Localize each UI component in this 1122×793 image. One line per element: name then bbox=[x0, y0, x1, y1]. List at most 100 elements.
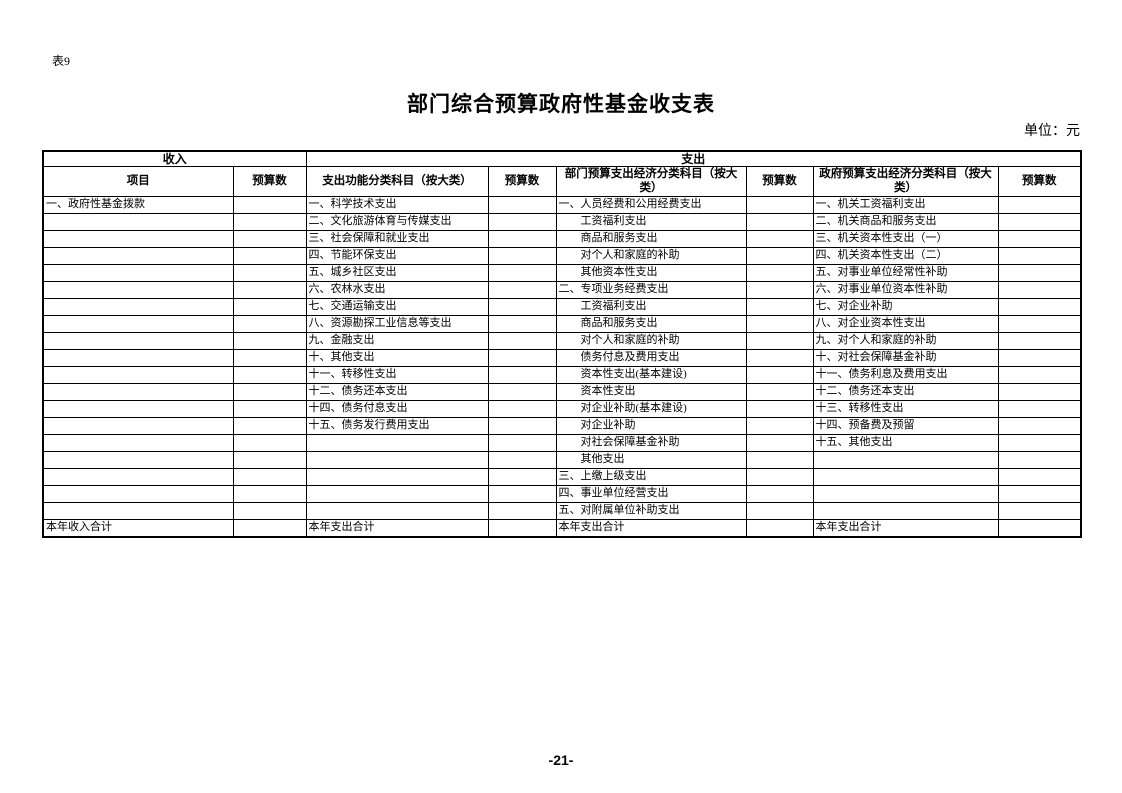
income-budget-cell bbox=[232, 229, 307, 248]
department-budget-cell bbox=[745, 433, 814, 452]
department-budget-cell bbox=[745, 399, 814, 418]
income-budget-cell bbox=[232, 331, 307, 350]
department-budget-cell bbox=[745, 331, 814, 350]
government-item-cell: 七、对企业补助 bbox=[812, 297, 999, 316]
government-budget-cell bbox=[997, 331, 1082, 350]
functional-item-cell bbox=[305, 450, 489, 469]
functional-budget-cell bbox=[487, 416, 557, 435]
department-budget-cell bbox=[745, 280, 814, 299]
department-budget-cell bbox=[745, 518, 814, 538]
department-item-cell: 工资福利支出 bbox=[555, 297, 747, 316]
income-item-cell bbox=[42, 433, 234, 452]
col-header-government-budget: 预算数 bbox=[997, 166, 1082, 197]
unit-label: 单位：元 bbox=[1024, 124, 1080, 139]
functional-item-cell: 二、文化旅游体育与传媒支出 bbox=[305, 212, 489, 231]
government-budget-cell bbox=[997, 484, 1082, 503]
functional-budget-cell bbox=[487, 348, 557, 367]
income-item-cell bbox=[42, 416, 234, 435]
functional-budget-cell bbox=[487, 314, 557, 333]
income-item-cell bbox=[42, 348, 234, 367]
functional-item-cell bbox=[305, 433, 489, 452]
income-budget-cell bbox=[232, 348, 307, 367]
functional-item-cell: 十、其他支出 bbox=[305, 348, 489, 367]
functional-item-cell bbox=[305, 484, 489, 503]
department-budget-cell bbox=[745, 212, 814, 231]
functional-item-cell bbox=[305, 501, 489, 520]
income-budget-cell bbox=[232, 280, 307, 299]
functional-budget-cell bbox=[487, 467, 557, 486]
department-budget-cell bbox=[745, 484, 814, 503]
government-item-cell bbox=[812, 501, 999, 520]
table-row: 十一、转移性支出 资本性支出(基本建设) 十一、债务利息及费用支出 bbox=[42, 365, 1082, 384]
col-header-functional-classification: 支出功能分类科目（按大类） bbox=[305, 166, 489, 197]
income-item-cell bbox=[42, 246, 234, 265]
department-item-cell: 其他资本性支出 bbox=[555, 263, 747, 282]
income-item-cell bbox=[42, 467, 234, 486]
table-row: 其他支出 bbox=[42, 450, 1082, 469]
income-budget-cell bbox=[232, 263, 307, 282]
government-budget-cell bbox=[997, 365, 1082, 384]
government-item-cell: 三、机关资本性支出（一） bbox=[812, 229, 999, 248]
department-item-cell: 商品和服务支出 bbox=[555, 229, 747, 248]
functional-item-cell: 九、金融支出 bbox=[305, 331, 489, 350]
government-budget-cell bbox=[997, 263, 1082, 282]
department-budget-cell bbox=[745, 297, 814, 316]
department-item-cell: 四、事业单位经营支出 bbox=[555, 484, 747, 503]
government-item-cell: 十五、其他支出 bbox=[812, 433, 999, 452]
government-budget-cell bbox=[997, 280, 1082, 299]
total-row: 本年收入合计 本年支出合计 本年支出合计 本年支出合计 bbox=[42, 518, 1082, 538]
functional-item-cell: 一、科学技术支出 bbox=[305, 195, 489, 214]
income-budget-cell bbox=[232, 212, 307, 231]
col-header-functional-budget: 预算数 bbox=[487, 166, 557, 197]
government-budget-cell bbox=[997, 399, 1082, 418]
income-item-cell: 一、政府性基金拨款 bbox=[42, 195, 234, 214]
income-budget-cell bbox=[232, 399, 307, 418]
department-budget-cell bbox=[745, 365, 814, 384]
income-budget-cell bbox=[232, 450, 307, 469]
functional-budget-cell bbox=[487, 212, 557, 231]
table-row: 八、资源勘探工业信息等支出 商品和服务支出 八、对企业资本性支出 bbox=[42, 314, 1082, 333]
table-row: 十二、债务还本支出 资本性支出 十二、债务还本支出 bbox=[42, 382, 1082, 401]
department-budget-cell bbox=[745, 195, 814, 214]
government-item-cell: 四、机关资本性支出（二） bbox=[812, 246, 999, 265]
department-item-cell: 对社会保障基金补助 bbox=[555, 433, 747, 452]
functional-item-cell: 三、社会保障和就业支出 bbox=[305, 229, 489, 248]
page-number: -21- bbox=[548, 752, 574, 768]
income-budget-cell bbox=[232, 518, 307, 538]
income-item-cell bbox=[42, 450, 234, 469]
income-budget-cell bbox=[232, 433, 307, 452]
col-header-department-economic-classification: 部门预算支出经济分类科目（按大类） bbox=[555, 166, 747, 197]
functional-item-cell: 四、节能环保支出 bbox=[305, 246, 489, 265]
income-item-cell bbox=[42, 314, 234, 333]
income-item-cell bbox=[42, 212, 234, 231]
table-row: 十五、债务发行费用支出 对企业补助 十四、预备费及预留 bbox=[42, 416, 1082, 435]
income-item-cell bbox=[42, 331, 234, 350]
functional-budget-cell bbox=[487, 433, 557, 452]
government-item-cell: 十二、债务还本支出 bbox=[812, 382, 999, 401]
functional-budget-cell bbox=[487, 365, 557, 384]
table-row: 五、对附属单位补助支出 bbox=[42, 501, 1082, 520]
department-budget-cell bbox=[745, 348, 814, 367]
table-body: 一、政府性基金拨款 一、科学技术支出 一、人员经费和公用经费支出 一、机关工资福利支出… bbox=[42, 195, 1082, 538]
functional-budget-cell bbox=[487, 263, 557, 282]
group-header-income: 收入 bbox=[42, 150, 307, 167]
government-item-cell: 本年支出合计 bbox=[812, 518, 999, 538]
table-number-label: 表9 bbox=[52, 54, 71, 68]
col-header-income-budget: 预算数 bbox=[232, 166, 307, 197]
income-budget-cell bbox=[232, 416, 307, 435]
income-item-cell bbox=[42, 280, 234, 299]
table-row: 三、上缴上级支出 bbox=[42, 467, 1082, 486]
department-item-cell: 对个人和家庭的补助 bbox=[555, 246, 747, 265]
department-item-cell: 三、上缴上级支出 bbox=[555, 467, 747, 486]
government-budget-cell bbox=[997, 467, 1082, 486]
group-header-row: 收入 支出 bbox=[42, 150, 1082, 167]
income-budget-cell bbox=[232, 365, 307, 384]
department-item-cell: 本年支出合计 bbox=[555, 518, 747, 538]
functional-budget-cell bbox=[487, 450, 557, 469]
department-item-cell: 对个人和家庭的补助 bbox=[555, 331, 747, 350]
government-item-cell bbox=[812, 450, 999, 469]
functional-budget-cell bbox=[487, 331, 557, 350]
income-item-cell bbox=[42, 229, 234, 248]
department-budget-cell bbox=[745, 450, 814, 469]
table-row: 七、交通运输支出 工资福利支出 七、对企业补助 bbox=[42, 297, 1082, 316]
